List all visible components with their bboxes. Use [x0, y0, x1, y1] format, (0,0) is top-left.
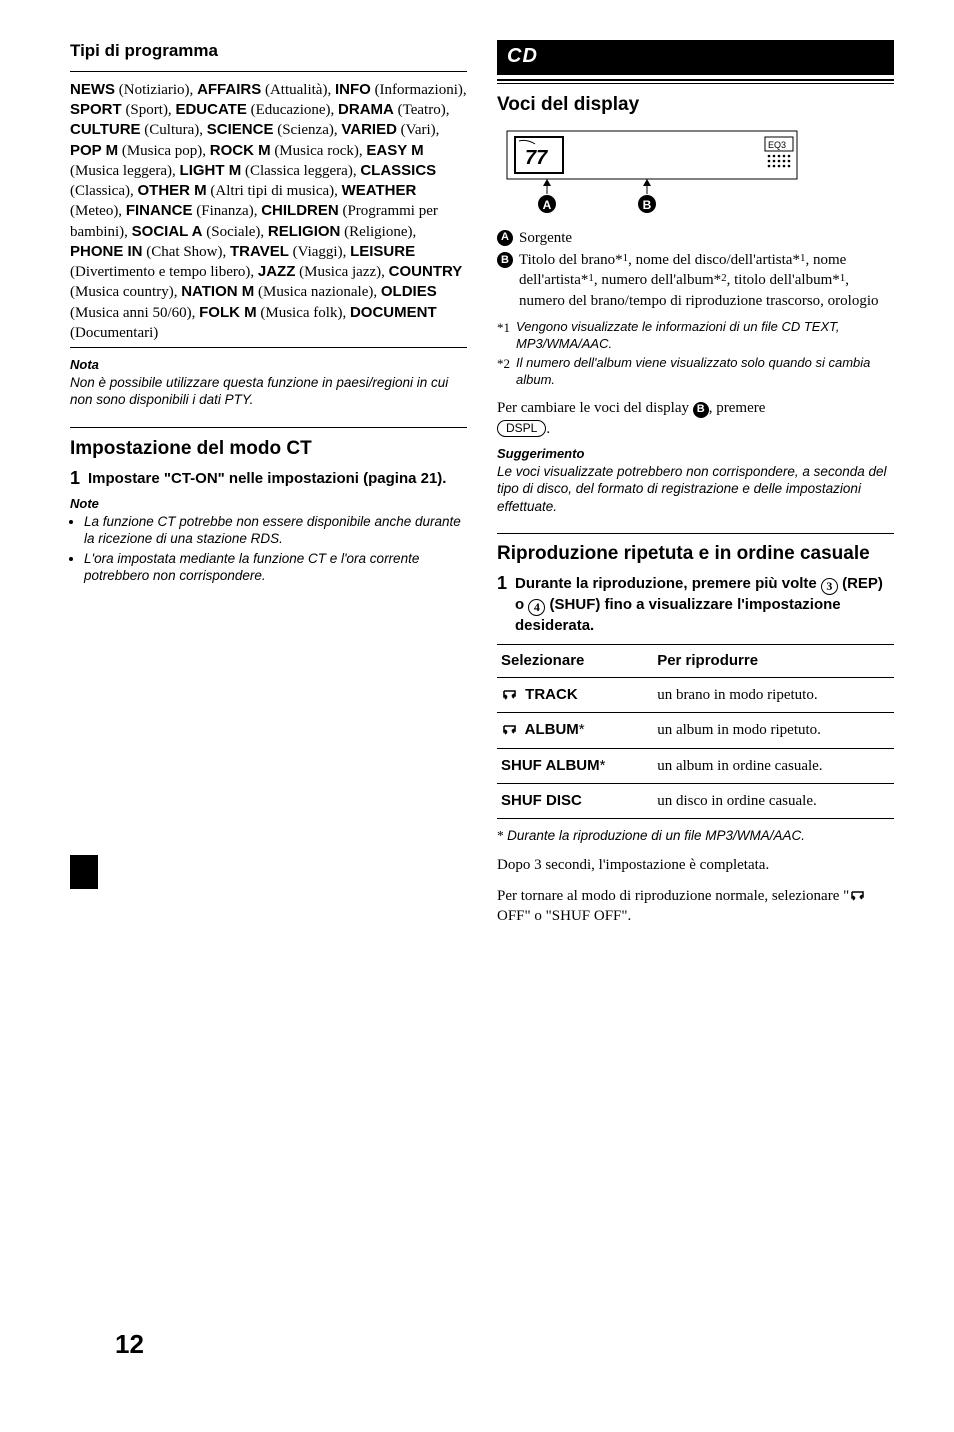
callout-letter: B: [497, 252, 513, 268]
display-figure: 77 EQ3 A B: [497, 126, 894, 222]
ct-section-title: Impostazione del modo CT: [70, 436, 467, 462]
repeat-icon: [501, 686, 519, 698]
text-fragment: Durante la riproduzione, premere più vol…: [515, 575, 821, 592]
text-fragment: , premere: [709, 400, 766, 416]
svg-text:B: B: [643, 198, 652, 212]
programme-type-list: NEWS (Notiziario), AFFAIRS (Attualità), …: [70, 80, 467, 343]
modes-table: Selezionare Per riprodurre TRACKun brano…: [497, 644, 894, 819]
note-item: La funzione CT potrebbe non essere dispo…: [84, 513, 467, 548]
notes-list: La funzione CT potrebbe non essere dispo…: [84, 513, 467, 585]
mode-desc: un album in ordine casuale.: [653, 748, 894, 783]
cd-chapter-banner: CD: [497, 40, 894, 75]
callout-row: B Titolo del brano*1, nome del disco/dell…: [497, 250, 894, 311]
note-item: L'ora impostata mediante la funzione CT …: [84, 550, 467, 585]
left-column: Tipi di programma NEWS (Notiziario), AFF…: [70, 40, 467, 930]
dspl-button-icon: DSPL: [497, 420, 546, 438]
table-header-play: Per riprodurre: [653, 644, 894, 677]
footnote-row: *1Vengono visualizzate le informazioni d…: [497, 319, 894, 353]
voci-title: Voci del display: [497, 92, 894, 118]
footnote-row: *2Il numero dell'album viene visualizzat…: [497, 355, 894, 389]
section-divider: [497, 533, 894, 534]
mode-desc: un disco in ordine casuale.: [653, 783, 894, 818]
step-number: 1: [497, 574, 507, 592]
callout-text: Sorgente: [519, 228, 572, 248]
after-text-2: Per tornare al modo di riproduzione norm…: [497, 886, 894, 927]
svg-text:77: 77: [525, 147, 548, 169]
divider: [497, 79, 894, 81]
section-title-types: Tipi di programma: [70, 40, 467, 63]
mode-name: SHUF DISC: [497, 783, 653, 818]
table-header-select: Selezionare: [497, 644, 653, 677]
ct-step-1: 1 Impostare "CT-ON" nelle impostazioni (…: [70, 469, 467, 489]
text-fragment: Per cambiare le voci del display: [497, 400, 693, 416]
mode-name: ALBUM*: [497, 713, 653, 748]
callout-letter: A: [497, 230, 513, 246]
button-3-icon: 3: [821, 578, 838, 595]
divider: [497, 83, 894, 84]
repeat-icon: [849, 887, 867, 899]
table-row: TRACKun brano in modo ripetuto.: [497, 678, 894, 713]
notes-heading: Note: [70, 495, 467, 513]
rip-step-1: 1 Durante la riproduzione, premere più v…: [497, 574, 894, 636]
text-fragment: OFF" o "SHUF OFF".: [497, 908, 631, 924]
section-divider: [70, 427, 467, 428]
step-number: 1: [70, 469, 80, 487]
page-number: 12: [115, 1327, 144, 1362]
table-row: SHUF ALBUM*un album in ordine casuale.: [497, 748, 894, 783]
divider: [70, 71, 467, 72]
button-4-icon: 4: [528, 599, 545, 616]
text-fragment: Per tornare al modo di riproduzione norm…: [497, 888, 849, 904]
callout-list: A Sorgente B Titolo del brano*1, nome del d…: [497, 228, 894, 311]
svg-text:EQ3: EQ3: [768, 140, 786, 150]
mode-name: TRACK: [497, 678, 653, 713]
mode-desc: un album in modo ripetuto.: [653, 713, 894, 748]
tip-body: Le voci visualizzate potrebbero non corr…: [497, 463, 894, 516]
table-row: SHUF DISCun disco in ordine casuale.: [497, 783, 894, 818]
mode-desc: un brano in modo ripetuto.: [653, 678, 894, 713]
step-text: Durante la riproduzione, premere più vol…: [515, 574, 894, 636]
callout-row: A Sorgente: [497, 228, 894, 248]
table-footnote: * Durante la riproduzione di un file MP3…: [497, 827, 894, 845]
callout-b-inline: B: [693, 402, 709, 418]
callout-text: Titolo del brano*1, nome del disco/dell'…: [519, 250, 894, 311]
note-heading: Nota: [70, 356, 467, 374]
step-text: Impostare "CT-ON" nelle impostazioni (pa…: [88, 469, 446, 489]
page-side-tab: [70, 855, 98, 889]
mode-name: SHUF ALBUM*: [497, 748, 653, 783]
divider: [70, 347, 467, 348]
right-column: CD Voci del display 77EQ3AB ASorgenteBTi…: [497, 40, 894, 930]
repeat-shuffle-title: Riproduzione ripetuta e in ordine casual…: [497, 542, 894, 566]
table-row: ALBUM*un album in modo ripetuto.: [497, 713, 894, 748]
svg-text:A: A: [543, 198, 552, 212]
text-fragment: (SHUF) fino a visualizzare l'impostazion…: [515, 596, 841, 634]
footnote-text: Durante la riproduzione di un file MP3/W…: [507, 828, 805, 843]
change-display-text: Per cambiare le voci del display B, prem…: [497, 398, 894, 439]
tip-heading: Suggerimento: [497, 445, 894, 463]
note-body: Non è possibile utilizzare questa funzio…: [70, 374, 467, 409]
after-text-1: Dopo 3 secondi, l'impostazione è complet…: [497, 855, 894, 875]
footnotes: *1Vengono visualizzate le informazioni d…: [497, 319, 894, 389]
repeat-icon: [501, 721, 519, 733]
